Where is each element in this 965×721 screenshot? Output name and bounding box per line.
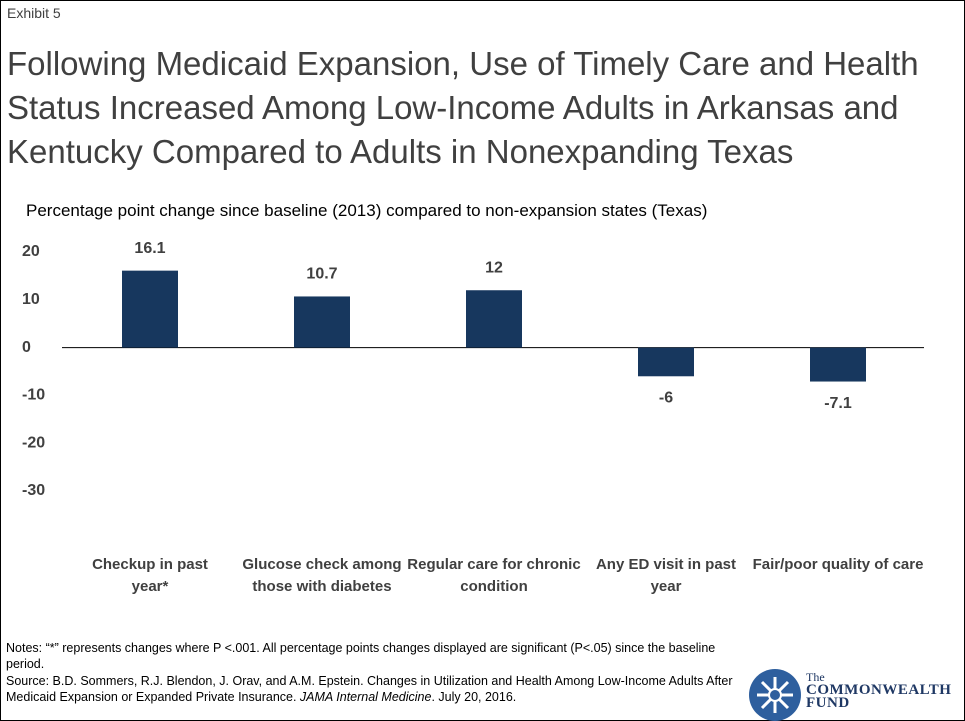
value-label: 12 [485, 259, 503, 276]
bar [294, 296, 350, 348]
value-label: 16.1 [134, 240, 165, 257]
x-tick-label: Regular care for chronic condition [407, 556, 581, 595]
y-tick-label: -10 [22, 387, 45, 404]
value-label: 10.7 [306, 266, 337, 283]
bar [122, 270, 178, 348]
x-tick-label: Checkup in past year* [92, 556, 208, 595]
y-tick-label: -20 [22, 434, 45, 451]
logo-text: The COMMONWEALTH FUND [806, 670, 952, 711]
x-tick-label: Glucose check among those with diabetes [242, 556, 402, 595]
y-tick-label: 20 [22, 243, 40, 260]
bar [466, 290, 522, 348]
logo-word: The [806, 670, 825, 684]
y-tick-label: -30 [22, 482, 45, 499]
logo-emblem [749, 669, 801, 721]
y-tick-label: 10 [22, 291, 40, 308]
x-tick-label: Any ED visit in past year [595, 556, 737, 595]
y-tick-label: 0 [22, 339, 31, 356]
logo-word: FUND [806, 695, 850, 711]
notes: Notes: “*” represents changes where P <.… [6, 641, 716, 671]
source: Source: B.D. Sommers, R.J. Blendon, J. O… [6, 673, 741, 705]
chart-subtitle: Percentage point change since baseline (… [26, 201, 708, 220]
source-text: . July 20, 2016. [431, 690, 517, 704]
value-label: -6 [659, 389, 673, 406]
logo-word: COMMONWEALTH [806, 682, 952, 698]
x-tick-label: Fair/poor quality of care [752, 556, 924, 573]
chart-title: Following Medicaid Expansion, Use of Tim… [7, 45, 919, 170]
value-label: -7.1 [824, 395, 852, 412]
bar [638, 347, 694, 377]
source-journal: JAMA Internal Medicine [299, 690, 432, 704]
exhibit-label: Exhibit 5 [7, 5, 61, 21]
bar [810, 347, 866, 382]
source-text: Source: B.D. Sommers, R.J. Blendon, J. O… [6, 674, 733, 704]
